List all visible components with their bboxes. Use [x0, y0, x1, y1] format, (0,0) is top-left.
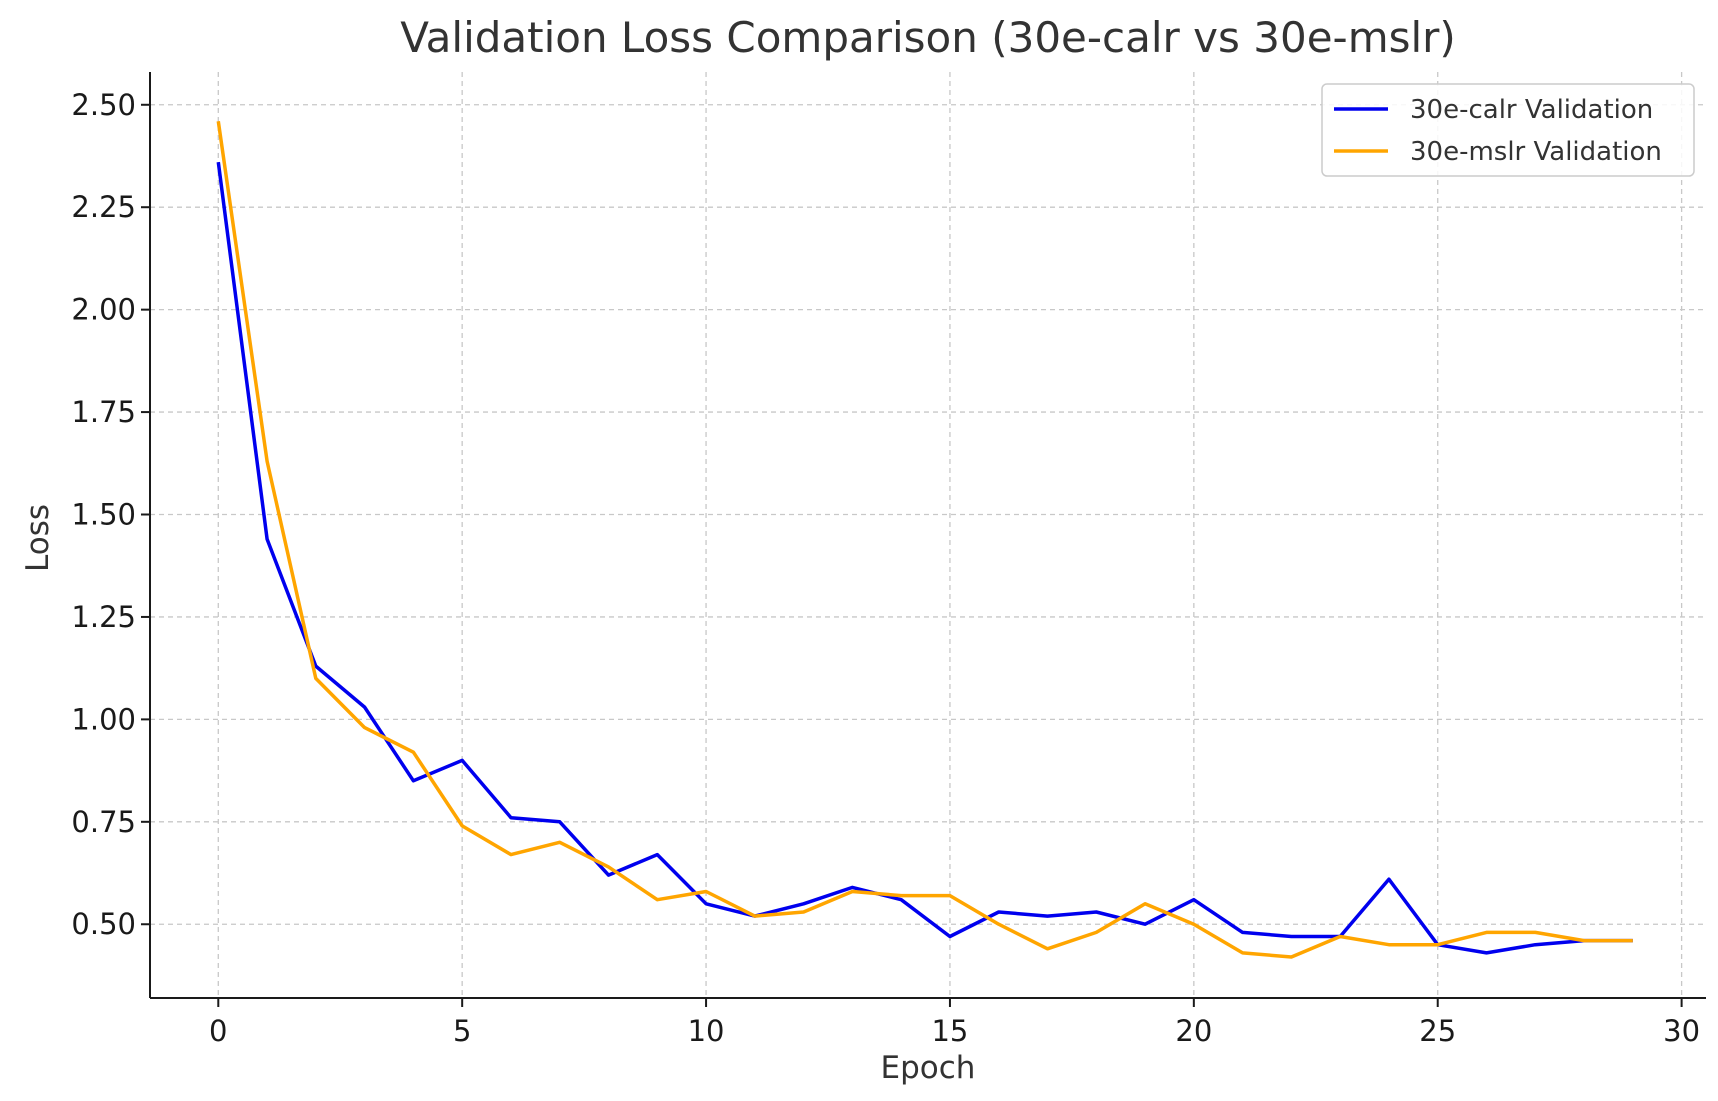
legend: 30e-calr Validation 30e-mslr Validation: [1321, 83, 1695, 177]
x-tick-label: 30: [1663, 1014, 1700, 1048]
y-tick-label: 1.50: [71, 498, 136, 532]
legend-label: 30e-mslr Validation: [1410, 137, 1662, 167]
x-tick-label: 0: [209, 1014, 227, 1048]
axes: [141, 72, 1706, 1007]
x-tick-label: 15: [931, 1014, 968, 1048]
series-lines: [216, 120, 1633, 959]
x-tick-label: 25: [1419, 1014, 1456, 1048]
y-tick-label: 1.00: [71, 702, 136, 736]
series-line-mslr: [216, 120, 1633, 959]
x-tick-label: 10: [688, 1014, 725, 1048]
x-axis-label: Epoch: [881, 1050, 976, 1086]
legend-label: 30e-calr Validation: [1410, 95, 1653, 125]
x-tick-label: 5: [453, 1014, 471, 1048]
y-tick-label: 0.50: [71, 907, 136, 941]
y-tick-label: 1.75: [71, 395, 136, 429]
legend-box: [1321, 83, 1695, 177]
chart-title: Validation Loss Comparison (30e-calr vs …: [400, 13, 1456, 62]
y-tick-label: 1.25: [71, 600, 136, 634]
tick-labels: 0 5 10 15 20 25 30 0.50 0.75 1.00 1.25 1.50 1.75 2.00…: [71, 88, 1700, 1048]
y-tick-label: 2.50: [71, 88, 136, 122]
series-line-calr: [216, 161, 1633, 955]
y-tick-label: 2.00: [71, 293, 136, 327]
x-tick-label: 20: [1175, 1014, 1212, 1048]
y-tick-label: 2.25: [71, 190, 136, 224]
y-tick-label: 0.75: [71, 805, 136, 839]
y-axis-label: Loss: [20, 504, 56, 572]
